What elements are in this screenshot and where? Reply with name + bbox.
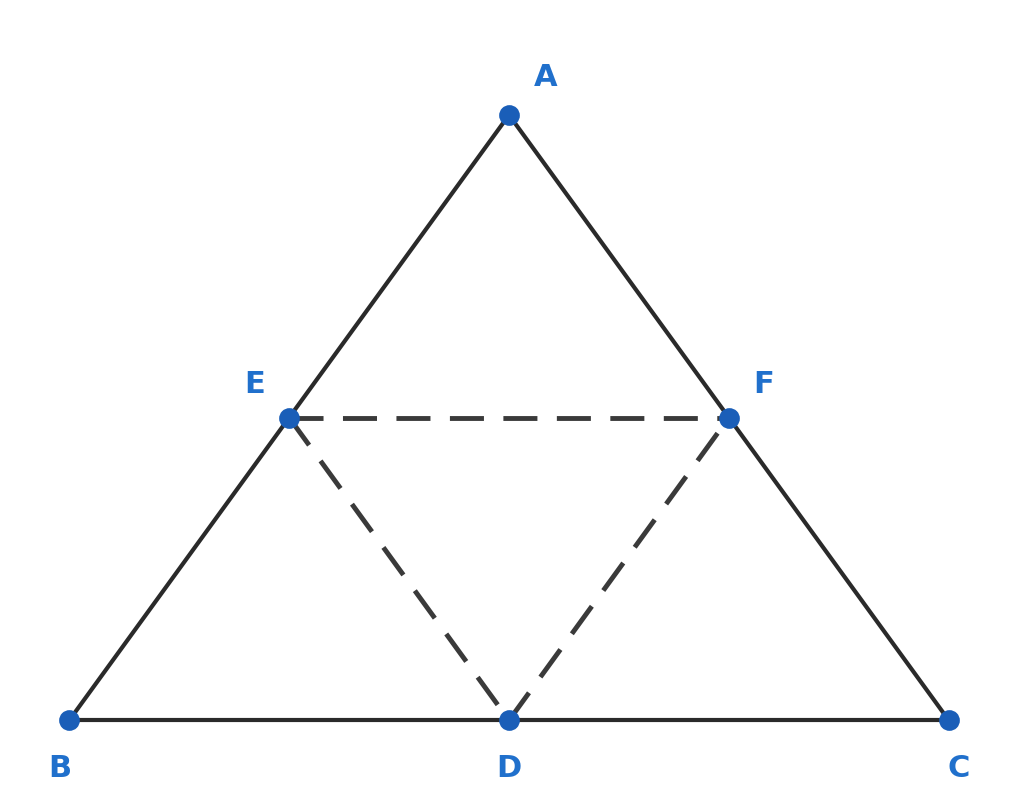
- Text: F: F: [753, 369, 774, 398]
- Point: [501, 714, 517, 727]
- Text: E: E: [244, 369, 265, 398]
- Point: [61, 714, 77, 727]
- Text: A: A: [533, 64, 557, 93]
- Point: [941, 714, 957, 727]
- Text: C: C: [948, 754, 970, 783]
- Text: D: D: [497, 754, 521, 783]
- Point: [721, 411, 737, 424]
- Point: [501, 109, 517, 122]
- Point: [281, 411, 297, 424]
- Text: B: B: [48, 754, 71, 783]
